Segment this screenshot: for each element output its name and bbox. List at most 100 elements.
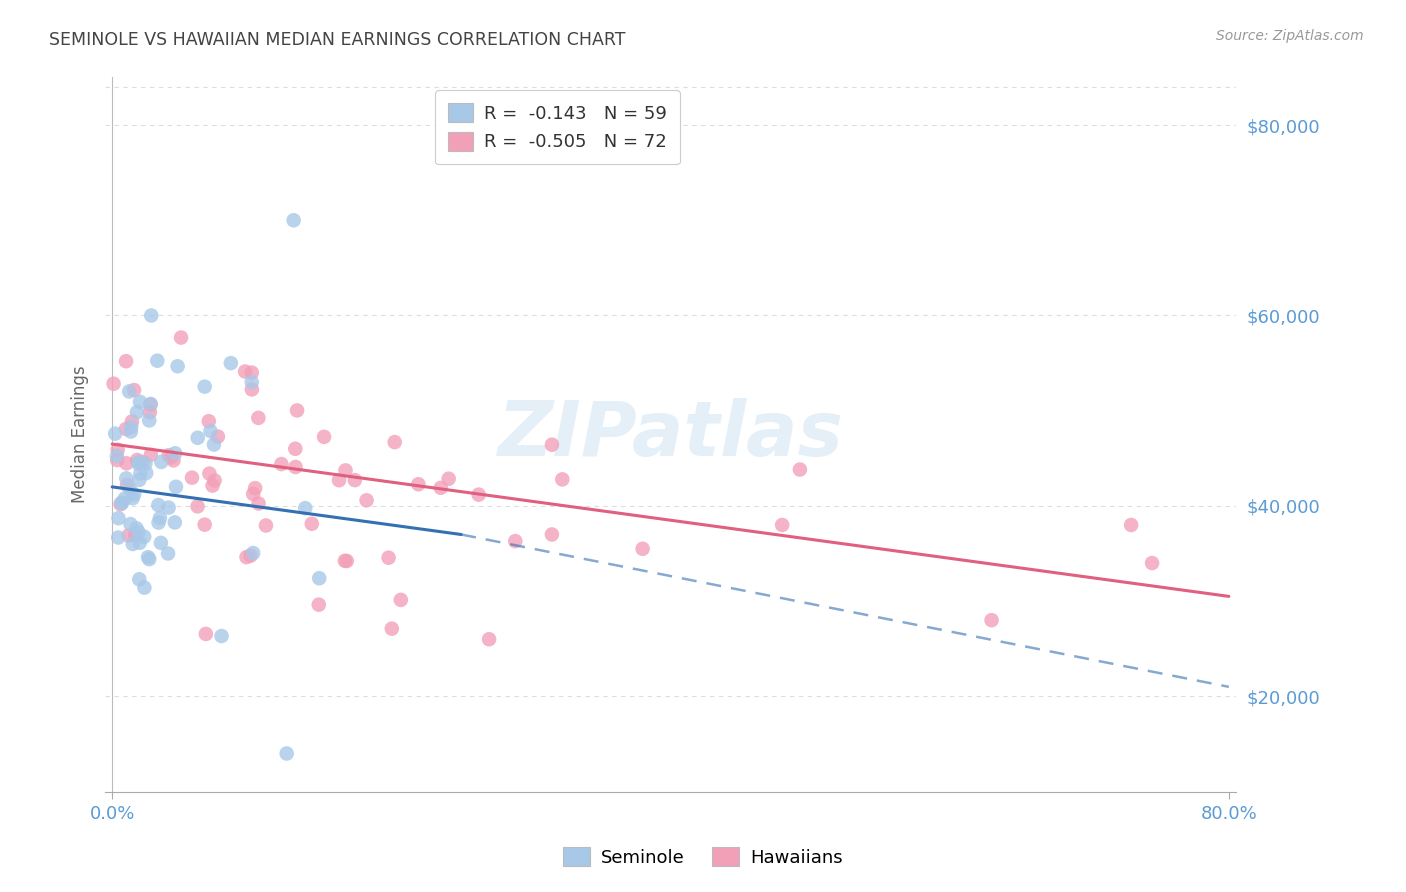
Point [128, 536, 150, 550]
Point [118, 482, 141, 496]
Point [198, 467, 221, 481]
Point [204, 474, 226, 488]
Point [770, 518, 793, 533]
Point [285, 403, 308, 417]
Point [165, 446, 187, 460]
Point [284, 442, 307, 456]
Point [541, 527, 564, 541]
Point [336, 554, 359, 568]
Legend: Seminole, Hawaiians: Seminole, Hawaiians [557, 840, 849, 874]
Point [136, 550, 159, 565]
Point [207, 429, 229, 443]
Point [194, 627, 217, 641]
Point [148, 516, 170, 530]
Point [381, 622, 404, 636]
Point [181, 470, 204, 484]
Point [115, 422, 138, 436]
Point [120, 517, 142, 532]
Point [789, 462, 811, 476]
Point [247, 496, 270, 510]
Point [201, 478, 224, 492]
Point [312, 430, 335, 444]
Y-axis label: Median Earnings: Median Earnings [72, 366, 89, 503]
Point [389, 592, 412, 607]
Point [138, 413, 160, 427]
Point [105, 453, 128, 467]
Point [127, 453, 149, 467]
Point [219, 356, 242, 370]
Point [125, 405, 148, 419]
Point [233, 364, 256, 378]
Point [165, 480, 187, 494]
Point [110, 496, 132, 510]
Point [166, 359, 188, 374]
Point [247, 410, 270, 425]
Point [139, 397, 162, 411]
Point [121, 414, 143, 428]
Point [134, 581, 156, 595]
Point [134, 457, 156, 471]
Point [240, 383, 263, 397]
Point [122, 383, 145, 397]
Point [127, 457, 149, 471]
Point [115, 456, 138, 470]
Point [194, 379, 217, 393]
Point [122, 487, 145, 501]
Point [356, 493, 378, 508]
Point [187, 431, 209, 445]
Point [1121, 518, 1143, 533]
Point [139, 398, 162, 412]
Point [104, 426, 127, 441]
Point [194, 517, 217, 532]
Point [211, 629, 233, 643]
Point [103, 376, 125, 391]
Point [541, 438, 564, 452]
Point [187, 500, 209, 514]
Point [139, 405, 162, 419]
Point [170, 330, 193, 344]
Point [149, 511, 172, 525]
Point [343, 473, 366, 487]
Point [115, 478, 138, 492]
Point [114, 491, 136, 506]
Point [328, 473, 350, 487]
Point [148, 498, 170, 512]
Point [131, 455, 153, 469]
Point [200, 424, 222, 438]
Point [150, 455, 173, 469]
Point [242, 546, 264, 560]
Point [115, 354, 138, 368]
Point [551, 472, 574, 486]
Point [283, 213, 305, 227]
Point [163, 516, 186, 530]
Point [335, 463, 357, 477]
Point [631, 541, 654, 556]
Point [118, 384, 141, 399]
Point [120, 425, 142, 439]
Point [467, 488, 489, 502]
Point [135, 466, 157, 480]
Point [111, 496, 134, 510]
Point [107, 511, 129, 525]
Point [121, 537, 143, 551]
Point [107, 531, 129, 545]
Point [138, 552, 160, 566]
Point [430, 481, 453, 495]
Point [125, 521, 148, 535]
Point [202, 437, 225, 451]
Point [301, 516, 323, 531]
Point [157, 500, 180, 515]
Point [276, 747, 298, 761]
Point [128, 525, 150, 540]
Point [107, 442, 129, 457]
Point [149, 536, 172, 550]
Text: SEMINOLE VS HAWAIIAN MEDIAN EARNINGS CORRELATION CHART: SEMINOLE VS HAWAIIAN MEDIAN EARNINGS COR… [49, 31, 626, 49]
Point [105, 449, 128, 463]
Point [110, 497, 132, 511]
Point [308, 598, 330, 612]
Point [128, 473, 150, 487]
Point [141, 309, 163, 323]
Point [197, 414, 219, 428]
Point [377, 550, 399, 565]
Point [254, 518, 277, 533]
